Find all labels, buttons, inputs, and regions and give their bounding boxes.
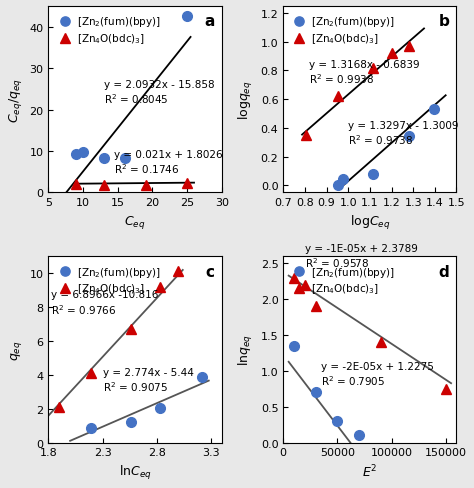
[Zn$_2$(fum)(bpy)] [157,405,163,411]
Legend: [Zn$_2$(fum)(bpy)], [Zn$_4$O(bdc)$_3$]: [Zn$_2$(fum)(bpy)], [Zn$_4$O(bdc)$_3$] [54,12,164,49]
[Zn$_4$O(bdc)$_3$] [101,182,107,188]
[Zn$_2$(fum)(bpy)] [101,156,107,162]
[Zn$_4$O(bdc)$_3$] [73,182,79,187]
[Zn$_2$(fum)(bpy)] [406,134,411,140]
Text: y = 1.3168x - 0.6839
R$^2$ = 0.9938: y = 1.3168x - 0.6839 R$^2$ = 0.9938 [309,60,420,85]
Text: y = -2E-05x + 1.2275
R$^2$ = 0.7905: y = -2E-05x + 1.2275 R$^2$ = 0.7905 [321,361,434,387]
[Zn$_2$(fum)(bpy)] [80,149,86,155]
[Zn$_4$O(bdc)$_3$] [336,94,341,100]
Text: y = -1E-05x + 2.3789
R$^2$ = 0.9578: y = -1E-05x + 2.3789 R$^2$ = 0.9578 [305,244,418,269]
X-axis label: ln$C_{eq}$: ln$C_{eq}$ [119,463,152,481]
[Zn$_4$O(bdc)$_3$] [143,183,148,188]
Line: [Zn$_4$O(bdc)$_3$]: [Zn$_4$O(bdc)$_3$] [301,42,413,141]
[Zn$_4$O(bdc)$_3$] [378,340,383,346]
[Zn$_2$(fum)(bpy)] [128,420,134,426]
[Zn$_2$(fum)(bpy)] [370,171,376,177]
[Zn$_2$(fum)(bpy)] [89,426,94,431]
Line: [Zn$_4$O(bdc)$_3$]: [Zn$_4$O(bdc)$_3$] [72,179,192,190]
[Zn$_4$O(bdc)$_3$] [390,51,395,57]
Y-axis label: log$q_{eq}$: log$q_{eq}$ [237,80,255,120]
[Zn$_4$O(bdc)$_3$] [291,275,297,281]
[Zn$_2$(fum)(bpy)] [184,14,190,20]
Text: a: a [204,14,215,29]
Text: b: b [438,14,449,29]
Line: [Zn$_2$(fum)(bpy)]: [Zn$_2$(fum)(bpy)] [333,105,439,191]
[Zn$_2$(fum)(bpy)] [336,183,341,189]
Text: y = 0.021x + 1.8026
R$^2$ = 0.1746: y = 0.021x + 1.8026 R$^2$ = 0.1746 [114,149,223,176]
[Zn$_4$O(bdc)$_3$] [302,283,308,288]
X-axis label: $C_{eq}$: $C_{eq}$ [125,213,146,230]
Line: [Zn$_4$O(bdc)$_3$]: [Zn$_4$O(bdc)$_3$] [289,273,450,394]
Y-axis label: ln$q_{eq}$: ln$q_{eq}$ [237,334,255,366]
[Zn$_4$O(bdc)$_3$] [303,133,309,139]
[Zn$_4$O(bdc)$_3$] [370,65,376,71]
Legend: [Zn$_2$(fum)(bpy)], [Zn$_4$O(bdc)$_3$]: [Zn$_2$(fum)(bpy)], [Zn$_4$O(bdc)$_3$] [289,262,398,299]
[Zn$_4$O(bdc)$_3$] [128,326,134,332]
[Zn$_2$(fum)(bpy)] [341,177,346,183]
[Zn$_4$O(bdc)$_3$] [157,284,163,290]
Y-axis label: $C_{eq}/q_{eq}$: $C_{eq}/q_{eq}$ [7,78,24,122]
[Zn$_2$(fum)(bpy)] [122,156,128,162]
[Zn$_2$(fum)(bpy)] [313,390,319,396]
[Zn$_4$O(bdc)$_3$] [184,181,190,186]
Y-axis label: $q_{eq}$: $q_{eq}$ [9,340,24,360]
Text: d: d [439,264,449,279]
[Zn$_4$O(bdc)$_3$] [406,44,411,50]
X-axis label: log$C_{eq}$: log$C_{eq}$ [350,213,390,231]
Line: [Zn$_2$(fum)(bpy)]: [Zn$_2$(fum)(bpy)] [72,12,192,164]
[Zn$_2$(fum)(bpy)] [291,343,297,349]
Text: y = 2.0932x - 15.858
R$^2$ = 0.8045: y = 2.0932x - 15.858 R$^2$ = 0.8045 [104,80,215,106]
Line: [Zn$_2$(fum)(bpy)]: [Zn$_2$(fum)(bpy)] [87,373,207,433]
[Zn$_2$(fum)(bpy)] [73,152,79,158]
[Zn$_4$O(bdc)$_3$] [175,269,181,275]
[Zn$_2$(fum)(bpy)] [356,433,362,439]
Text: y = 2.774x - 5.44
R$^2$ = 0.9075: y = 2.774x - 5.44 R$^2$ = 0.9075 [103,367,193,394]
Text: y = 6.8966x -10.816
R$^2$ = 0.9766: y = 6.8966x -10.816 R$^2$ = 0.9766 [51,290,158,316]
[Zn$_4$O(bdc)$_3$] [443,386,448,392]
Legend: [Zn$_2$(fum)(bpy)], [Zn$_4$O(bdc)$_3$]: [Zn$_2$(fum)(bpy)], [Zn$_4$O(bdc)$_3$] [289,12,398,49]
Legend: [Zn$_2$(fum)(bpy)], [Zn$_4$O(bdc)$_3$]: [Zn$_2$(fum)(bpy)], [Zn$_4$O(bdc)$_3$] [54,262,164,299]
[Zn$_2$(fum)(bpy)] [335,418,340,424]
X-axis label: $E^2$: $E^2$ [362,463,378,480]
Text: y = 1.3297x - 1.3009
R$^2$ = 0.9738: y = 1.3297x - 1.3009 R$^2$ = 0.9738 [348,121,459,147]
[Zn$_2$(fum)(bpy)] [431,107,437,113]
[Zn$_2$(fum)(bpy)] [199,375,205,381]
[Zn$_4$O(bdc)$_3$] [89,370,94,376]
Line: [Zn$_2$(fum)(bpy)]: [Zn$_2$(fum)(bpy)] [289,341,364,441]
[Zn$_4$O(bdc)$_3$] [313,304,319,310]
Text: c: c [206,264,215,279]
Line: [Zn$_4$O(bdc)$_3$]: [Zn$_4$O(bdc)$_3$] [55,267,183,412]
[Zn$_4$O(bdc)$_3$] [56,404,62,410]
